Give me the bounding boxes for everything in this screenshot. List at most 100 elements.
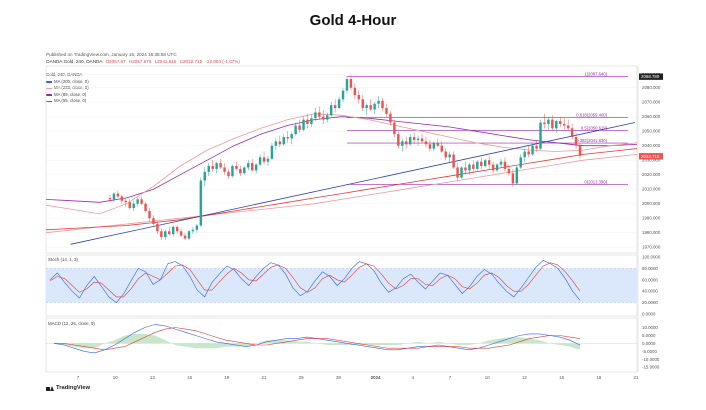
stoch-title: Stoch (14, 1, 3) bbox=[48, 257, 79, 262]
candle-body bbox=[369, 105, 372, 110]
price-tick-label: 2010.000 bbox=[642, 187, 661, 192]
legend-item-ma200[interactable]: MA (200, close, 0) bbox=[46, 79, 89, 86]
candle-body bbox=[231, 166, 234, 177]
time-tick-label: 25 bbox=[299, 375, 304, 380]
stoch-tick-label: 80.0000 bbox=[642, 266, 658, 271]
candle-body bbox=[555, 121, 558, 129]
candle-body bbox=[440, 145, 443, 152]
candle-body bbox=[515, 167, 519, 184]
price-tick-label: 2080.000 bbox=[642, 85, 661, 90]
ohlc-change: -22.050 (-1.07%) bbox=[205, 59, 240, 64]
candle-body bbox=[191, 229, 195, 232]
candle-body bbox=[223, 167, 226, 172]
time-tick-label: 10 bbox=[113, 375, 118, 380]
candle-body bbox=[424, 141, 428, 145]
fib-level-label: 0(2013.390) bbox=[584, 179, 607, 184]
legend-item-ma55[interactable]: MA (55, close, 0) bbox=[46, 98, 89, 105]
candle-body bbox=[448, 154, 451, 158]
candle-body bbox=[132, 203, 135, 209]
candle-body bbox=[436, 142, 440, 146]
macd-title: MACD (12, 26, close, 9) bbox=[48, 321, 95, 326]
macd-tick-label: -10.0000 bbox=[642, 357, 660, 362]
price-tick-label: 2050.000 bbox=[642, 129, 661, 134]
stoch-tick-label: 0.0000 bbox=[642, 312, 656, 317]
candle-body bbox=[412, 137, 416, 140]
time-tick-label: 7 bbox=[77, 375, 80, 380]
price-tick-label: 2030.000 bbox=[642, 158, 661, 163]
candle-body bbox=[385, 108, 388, 114]
candle-body bbox=[559, 121, 562, 124]
candle-body bbox=[511, 173, 515, 184]
ohlc-high: H2057.675 bbox=[128, 59, 152, 64]
price-tick-label: 2070.000 bbox=[642, 100, 661, 105]
candle-body bbox=[239, 168, 242, 174]
candle-body bbox=[152, 218, 155, 225]
candle-body bbox=[566, 125, 570, 129]
legend-item-ma89[interactable]: MA (89, close, 0) bbox=[46, 92, 89, 99]
candle-body bbox=[156, 224, 159, 232]
candle-body bbox=[499, 161, 503, 165]
candle-body bbox=[377, 100, 380, 104]
candle-body bbox=[254, 164, 258, 171]
candle-body bbox=[171, 226, 175, 235]
candle-body bbox=[487, 160, 491, 165]
candle-body bbox=[175, 226, 179, 232]
candle-body bbox=[140, 199, 143, 204]
price-tick-label: 2020.000 bbox=[642, 172, 661, 177]
candle-body bbox=[420, 138, 424, 142]
candle-body bbox=[211, 166, 214, 169]
candle-body bbox=[298, 125, 301, 130]
candle-body bbox=[286, 137, 289, 139]
candle-body bbox=[519, 157, 522, 168]
candle-body bbox=[472, 164, 475, 169]
candle-body bbox=[112, 193, 116, 200]
candle-body bbox=[353, 87, 357, 95]
tradingview-logo-icon bbox=[46, 385, 54, 391]
ma55-line bbox=[45, 113, 638, 215]
candle-body bbox=[164, 231, 167, 238]
candle-body bbox=[495, 164, 499, 171]
candle-body bbox=[444, 151, 447, 158]
macd-tick-label: -15.0000 bbox=[642, 365, 660, 370]
candle-body bbox=[258, 157, 262, 165]
candle-body bbox=[468, 164, 471, 171]
legend-swatch bbox=[46, 87, 52, 90]
candle-body bbox=[507, 168, 511, 174]
page-title: Gold 4-Hour bbox=[309, 12, 397, 29]
ohlc-open: O2057.67 bbox=[105, 59, 126, 64]
candle-body bbox=[219, 163, 222, 168]
candle-body bbox=[160, 231, 163, 238]
candle-body bbox=[144, 203, 147, 211]
candle-body bbox=[361, 99, 364, 109]
candle-body bbox=[401, 141, 404, 146]
stoch-tick-label: 60.0000 bbox=[642, 277, 658, 282]
fib-level-label: 0.382(2041.830) bbox=[576, 138, 607, 143]
candle-body bbox=[294, 125, 297, 135]
stoch-k-line bbox=[49, 260, 581, 304]
tradingview-logo: TradingView bbox=[46, 385, 90, 391]
last-price-tag-bg bbox=[639, 153, 663, 160]
candle-body bbox=[314, 112, 317, 119]
stoch-band bbox=[46, 268, 637, 303]
candle-body bbox=[270, 145, 274, 159]
candle-body bbox=[416, 138, 420, 140]
candle-body bbox=[333, 105, 337, 109]
price-tick-label: 2000.000 bbox=[642, 201, 661, 206]
time-tick-label: 21 bbox=[262, 375, 267, 380]
candle-body bbox=[227, 171, 230, 177]
macd-histogram bbox=[54, 333, 580, 350]
symbol-label: OANDA:Gold, 240, OANDA bbox=[46, 59, 103, 64]
time-tick-label: 10 bbox=[485, 375, 490, 380]
candle-body bbox=[464, 167, 467, 171]
candle-body bbox=[215, 163, 218, 169]
time-tick-label: 12 bbox=[522, 375, 527, 380]
candle-body bbox=[329, 105, 333, 116]
candle-body bbox=[148, 210, 151, 219]
time-tick-label: 28 bbox=[336, 375, 341, 380]
candle-body bbox=[578, 145, 582, 156]
ohlc-close: C2032.715 bbox=[179, 59, 203, 64]
candle-body bbox=[199, 180, 203, 226]
candle-body bbox=[408, 137, 412, 145]
candle-body bbox=[168, 231, 171, 235]
